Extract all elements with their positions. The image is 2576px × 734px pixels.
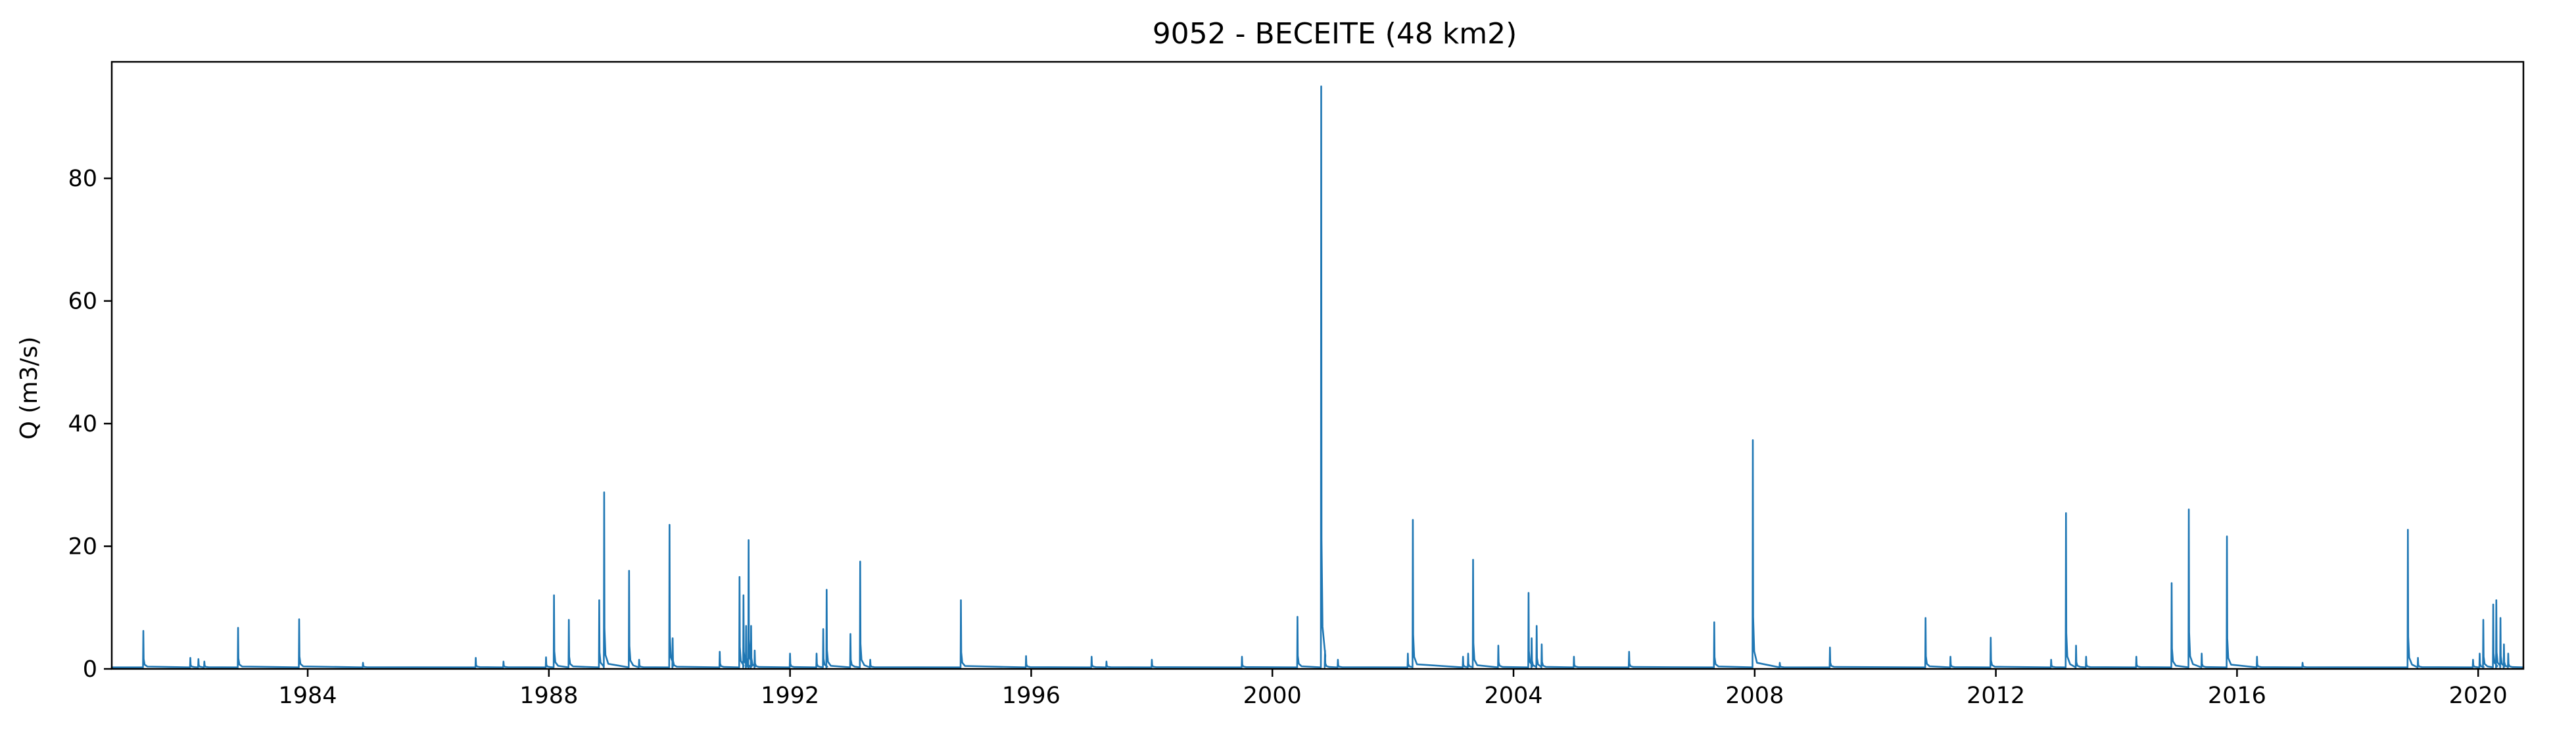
x-tick-label: 1988 (519, 683, 578, 709)
x-tick-label: 1984 (278, 683, 337, 709)
x-tick-label: 2016 (2208, 683, 2266, 709)
x-tick-label: 2008 (1725, 683, 1784, 709)
ticks-layer: 1984 1988 1992 1996 2000 2004 2008 2012 2016 2020… (68, 166, 2507, 709)
x-tick-label: 2012 (1967, 683, 2025, 709)
x-tick-label: 2020 (2449, 683, 2508, 709)
x-tick-label: 2000 (1243, 683, 1302, 709)
x-tick-label: 2004 (1484, 683, 1542, 709)
x-tick-label: 1992 (761, 683, 819, 709)
y-tick-label: 0 (83, 656, 97, 683)
y-tick-label: 20 (68, 534, 97, 560)
y-tick-label: 60 (68, 289, 97, 315)
y-tick-label: 80 (68, 166, 97, 192)
x-tick-label: 1996 (1002, 683, 1061, 709)
plot-frame (110, 61, 2525, 670)
y-axis-label: Q (m3/s) (16, 337, 43, 440)
discharge-series-line (110, 86, 2525, 668)
chart-title: 9052 - BECEITE (48 km2) (1153, 17, 1517, 51)
y-tick-label: 40 (68, 411, 97, 437)
series-layer (110, 86, 2525, 668)
